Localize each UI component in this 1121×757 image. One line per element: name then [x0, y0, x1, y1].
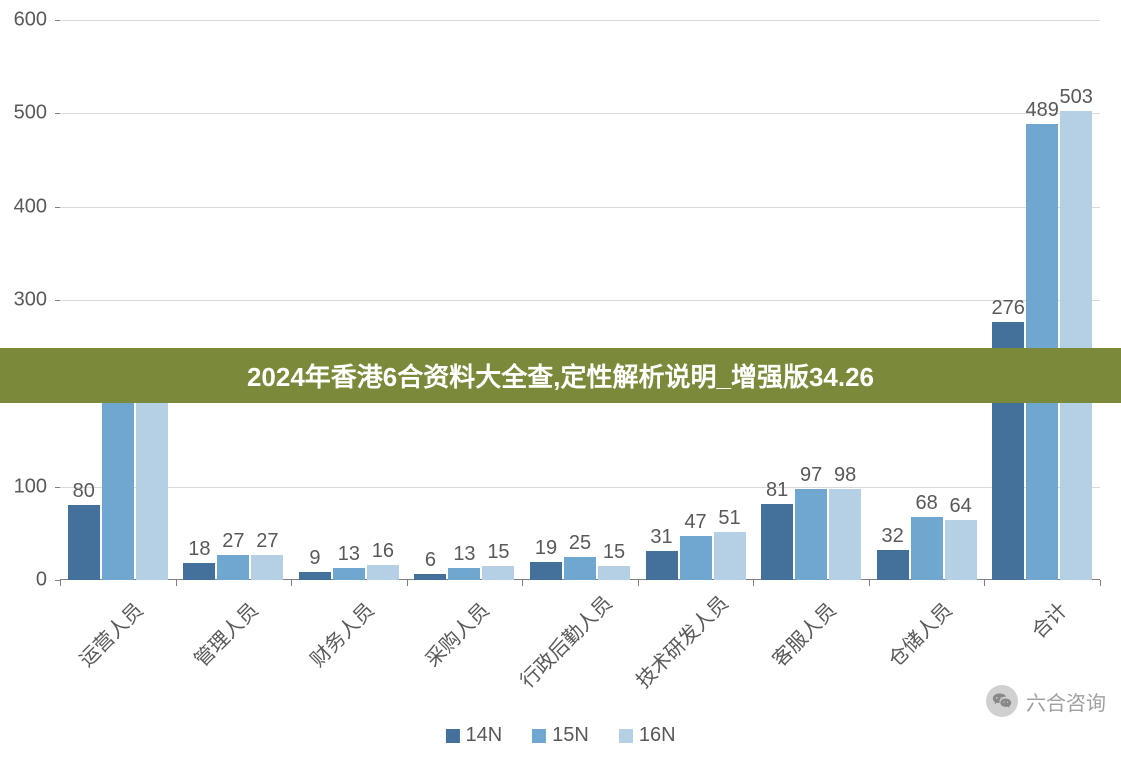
legend-label: 16N — [639, 724, 676, 747]
bar — [367, 565, 399, 580]
grid-line — [60, 487, 1100, 488]
x-tick-mark — [1100, 580, 1101, 586]
legend-swatch — [532, 729, 546, 743]
bar-value-label: 25 — [569, 532, 591, 555]
x-tick-mark — [522, 580, 523, 586]
legend-label: 14N — [465, 724, 502, 747]
x-tick-mark — [291, 580, 292, 586]
bar — [482, 566, 514, 580]
x-category-label: 仓储人员 — [859, 595, 957, 693]
x-category-label: 管理人员 — [166, 595, 264, 693]
bar-value-label: 97 — [800, 464, 822, 487]
y-tick-label: 400 — [14, 195, 47, 218]
y-tick-label: 500 — [14, 102, 47, 125]
x-tick-mark — [869, 580, 870, 586]
bar — [333, 568, 365, 580]
y-tick-label: 100 — [14, 475, 47, 498]
bar-value-label: 19 — [535, 537, 557, 560]
y-axis: 0100200300400500600 — [0, 20, 55, 580]
watermark: 六合咨询 — [986, 685, 1106, 717]
bar-value-label: 80 — [73, 480, 95, 503]
x-category-label: 合计 — [974, 595, 1072, 693]
bar — [877, 550, 909, 580]
bar-value-label: 6 — [425, 549, 436, 572]
legend-item: 15N — [532, 724, 589, 747]
bar-value-label: 489 — [1026, 99, 1059, 122]
y-tick-label: 300 — [14, 289, 47, 312]
bar — [795, 489, 827, 580]
x-category-label: 技术研发人员 — [628, 595, 726, 693]
bar-value-label: 9 — [309, 547, 320, 570]
bar-value-label: 31 — [650, 526, 672, 549]
bar — [102, 394, 134, 580]
bar-value-label: 47 — [684, 511, 706, 534]
legend-item: 14N — [445, 724, 502, 747]
bar — [414, 574, 446, 580]
bar — [714, 532, 746, 580]
grid-line — [60, 207, 1100, 208]
bar — [911, 517, 943, 580]
x-category-label: 采购人员 — [397, 595, 495, 693]
plot-area: 8019921718272791316613151925153147518197… — [60, 20, 1100, 580]
x-category-label: 客服人员 — [743, 595, 841, 693]
legend-item: 16N — [619, 724, 676, 747]
legend-swatch — [445, 729, 459, 743]
chart-container: 0100200300400500600 80199217182727913166… — [0, 0, 1121, 757]
bar — [183, 563, 215, 580]
bar — [136, 377, 168, 580]
bar — [299, 572, 331, 580]
bar — [680, 536, 712, 580]
bar — [251, 555, 283, 580]
bar — [564, 557, 596, 580]
bar-value-label: 32 — [882, 525, 904, 548]
bar-value-label: 64 — [950, 495, 972, 518]
overlay-banner: 2024年香港6合资料大全查,定性解析说明_增强版34.26 — [0, 348, 1121, 403]
bar-value-label: 276 — [992, 297, 1025, 320]
x-tick-mark — [60, 580, 61, 586]
bar-value-label: 15 — [487, 541, 509, 564]
bar-value-label: 81 — [766, 479, 788, 502]
y-tick-label: 0 — [36, 569, 47, 592]
bar — [448, 568, 480, 580]
bar — [598, 566, 630, 580]
bar-value-label: 13 — [453, 543, 475, 566]
bar-value-label: 68 — [916, 492, 938, 515]
bar-value-label: 15 — [603, 541, 625, 564]
bar — [761, 504, 793, 580]
bar-value-label: 27 — [256, 530, 278, 553]
legend-swatch — [619, 729, 633, 743]
bar — [646, 551, 678, 580]
bar-value-label: 51 — [718, 507, 740, 530]
overlay-text: 2024年香港6合资料大全查,定性解析说明_增强版34.26 — [247, 357, 874, 394]
grid-line — [60, 113, 1100, 114]
x-tick-mark — [984, 580, 985, 586]
watermark-text: 六合咨询 — [1026, 687, 1106, 716]
legend: 14N 15N 16N — [445, 724, 675, 747]
bar-value-label: 98 — [834, 464, 856, 487]
bar-value-label: 18 — [188, 538, 210, 561]
bar — [1060, 111, 1092, 580]
bar-value-label: 27 — [222, 530, 244, 553]
x-category-label: 行政后勤人员 — [512, 595, 610, 693]
grid-line — [60, 300, 1100, 301]
bar — [945, 520, 977, 580]
bar-value-label: 13 — [338, 543, 360, 566]
bar — [829, 489, 861, 580]
x-category-label: 财务人员 — [281, 595, 379, 693]
bar-value-label: 16 — [372, 540, 394, 563]
bar — [68, 505, 100, 580]
x-category-label: 运营人员 — [50, 595, 148, 693]
bar — [530, 562, 562, 580]
x-tick-mark — [753, 580, 754, 586]
x-tick-mark — [176, 580, 177, 586]
legend-label: 15N — [552, 724, 589, 747]
bar-value-label: 503 — [1060, 86, 1093, 109]
grid-line — [60, 20, 1100, 21]
x-tick-mark — [407, 580, 408, 586]
bar — [217, 555, 249, 580]
y-tick-label: 600 — [14, 9, 47, 32]
x-tick-mark — [638, 580, 639, 586]
